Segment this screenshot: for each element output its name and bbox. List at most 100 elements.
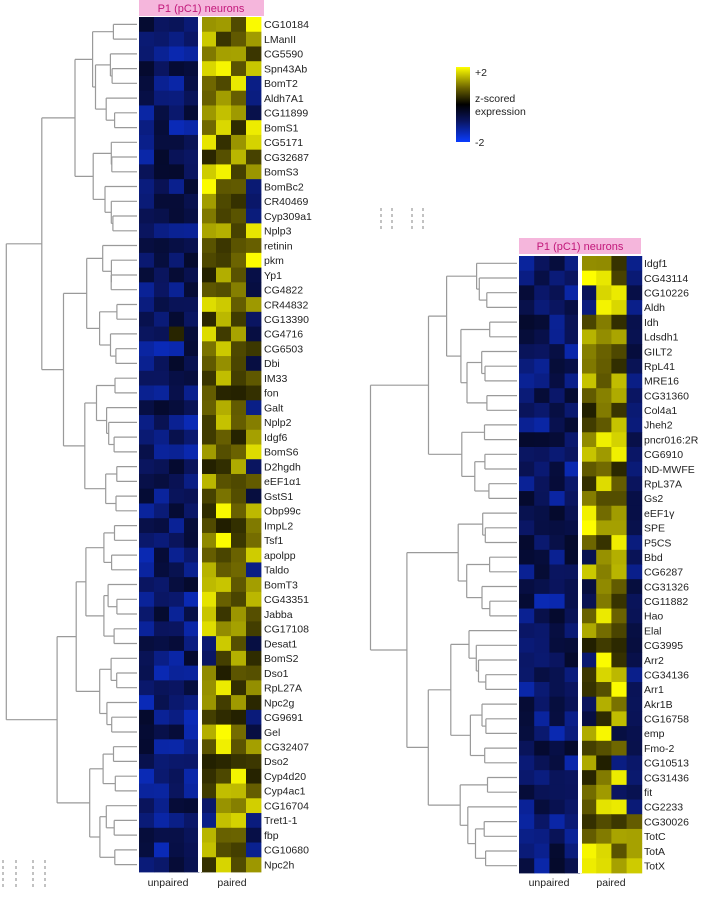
heatmap-cell [596, 270, 612, 286]
heatmap-cell [184, 739, 200, 755]
heatmap-cell [246, 238, 262, 254]
heatmap-cell [581, 843, 597, 859]
heatmap-cell [246, 739, 262, 755]
heatmap-cell [611, 461, 627, 477]
heatmap-cell [231, 385, 247, 401]
heatmap-cell [201, 208, 217, 224]
heatmap-cell [231, 606, 247, 622]
heatmap-cell [154, 518, 170, 534]
heatmap-cell [216, 488, 232, 504]
heatmap-cell [246, 709, 262, 725]
heatmap-cell [626, 755, 643, 771]
heatmap-cell [216, 459, 232, 475]
heatmap-cell [184, 680, 200, 696]
heatmap-cell [626, 711, 643, 727]
heatmap-cell [534, 476, 550, 492]
heatmap-cell [626, 784, 643, 800]
row-label: BomT2 [264, 78, 298, 90]
heatmap-cell [154, 252, 170, 268]
row-label: CG16704 [264, 800, 309, 812]
heatmap-cell [534, 828, 550, 845]
heatmap-cell [519, 799, 535, 815]
heatmap-cell [611, 417, 627, 433]
heatmap-left-group-paired: paired [217, 877, 246, 889]
heatmap-cell [139, 562, 155, 578]
heatmap-cell [611, 579, 627, 595]
heatmap-cell [169, 473, 185, 490]
row-label: TotX [644, 860, 665, 872]
heatmap-cell [216, 547, 232, 563]
heatmap-cell [611, 740, 627, 756]
row-label: CG9691 [264, 712, 303, 724]
heatmap-cell [139, 415, 155, 431]
heatmap-cell [231, 621, 247, 637]
heatmap-cell [549, 256, 565, 272]
heatmap-cell [564, 300, 581, 316]
row-label: CG4716 [264, 329, 303, 341]
heatmap-cell [169, 429, 185, 445]
heatmap-cell [169, 356, 185, 372]
heatmap-cell [534, 358, 550, 374]
heatmap-cell [626, 300, 643, 316]
heatmap-cell [231, 149, 247, 165]
heatmap-cell [596, 329, 612, 345]
heatmap-cell [231, 488, 247, 504]
heatmap-cell [231, 282, 247, 298]
heatmap-cell [184, 282, 200, 298]
heatmap-cell [139, 695, 155, 711]
heatmap-cell [139, 400, 155, 416]
heatmap-cell [549, 270, 565, 286]
heatmap-cell [596, 784, 612, 800]
heatmap-cell [581, 579, 597, 595]
heatmap-cell [201, 459, 217, 475]
heatmap-cell [169, 267, 185, 283]
heatmap-cell [154, 577, 170, 593]
row-label: Jabba [264, 609, 293, 621]
heatmap-cell [549, 314, 565, 330]
heatmap-cell [184, 267, 200, 283]
heatmap-cell [231, 208, 247, 224]
heatmap-cell [216, 532, 232, 549]
heatmap-cell [564, 711, 581, 727]
row-label: Cyp4d20 [264, 771, 306, 783]
row-label: CG10513 [644, 758, 689, 770]
heatmap-cell [231, 370, 247, 386]
heatmap-cell [564, 770, 581, 786]
heatmap-cell [154, 370, 170, 386]
heatmap-cell [534, 696, 550, 712]
row-label: Fmo-2 [644, 743, 674, 755]
heatmap-cell [626, 256, 643, 272]
heatmap-cell [201, 297, 217, 313]
heatmap-cell [231, 665, 247, 681]
heatmap-cell [231, 532, 247, 549]
heatmap-cell [139, 370, 155, 386]
heatmap-cell [169, 532, 185, 549]
row-label: Tsf1 [264, 535, 283, 547]
heatmap-cell [581, 256, 597, 272]
heatmap-cell [534, 740, 550, 756]
row-label: CG31326 [644, 581, 689, 593]
row-label: GstS1 [264, 491, 293, 503]
row-label: CG10680 [264, 845, 309, 857]
heatmap-cell [246, 356, 262, 372]
heatmap-cell [626, 476, 643, 492]
heatmap-cell [581, 667, 597, 683]
heatmap-cell [564, 593, 581, 609]
heatmap-cell [596, 814, 612, 830]
heatmap-cell [549, 549, 565, 565]
heatmap-cell [216, 695, 232, 711]
heatmap-cell [611, 593, 627, 609]
heatmap-cell [246, 857, 262, 873]
heatmap-cell [534, 388, 550, 404]
heatmap-cell [549, 491, 565, 507]
heatmap-cell [231, 813, 247, 829]
heatmap-cell [184, 488, 200, 504]
heatmap-cell [216, 813, 232, 829]
heatmap-cell [139, 164, 155, 180]
heatmap-cell [216, 577, 232, 593]
heatmap-cell [549, 652, 565, 668]
row-label: Idgf6 [264, 432, 288, 444]
heatmap-cell [246, 341, 262, 357]
heatmap-cell [246, 75, 262, 92]
heatmap-cell [139, 252, 155, 268]
